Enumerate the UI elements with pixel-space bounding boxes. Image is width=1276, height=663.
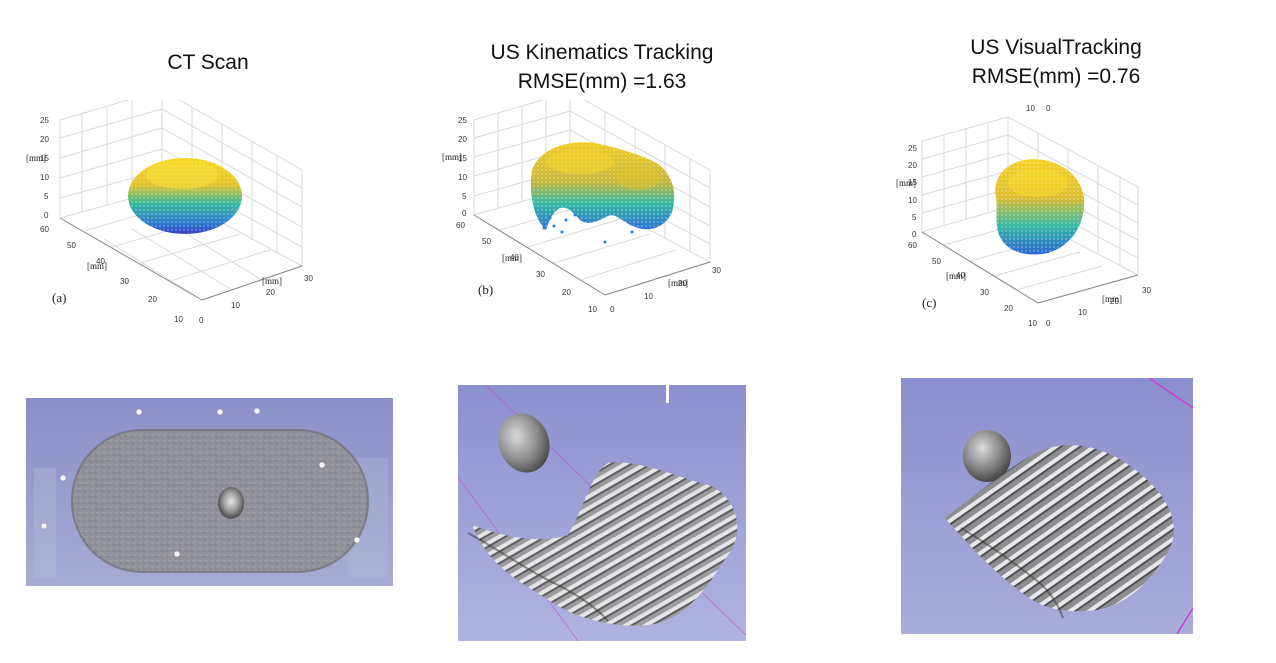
scatter-plot-c: 10 0 25 20 15 10 5 0 [mm] 60 50 40	[888, 97, 1168, 327]
z-axis-label-c: [mm]	[896, 178, 916, 188]
x-tick-c-2: 20	[1110, 297, 1119, 306]
z-tick-a-4: 5	[44, 192, 49, 201]
x-tick-a-1: 10	[231, 301, 240, 310]
y-tick-b-3: 30	[536, 270, 545, 279]
x-axis-label-c: [mm]	[1102, 294, 1122, 304]
panel-c-title-line-2: RMSE(mm) =0.76	[971, 65, 1141, 88]
x-tick-a-0: 0	[199, 316, 204, 325]
y-tick-a-3: 30	[120, 277, 129, 286]
tumor-blob	[963, 430, 1011, 482]
z-tick-a-2: 15	[40, 154, 49, 163]
tumor-sphere	[218, 487, 244, 519]
y-axis-label-a: [mm]	[87, 261, 107, 271]
y-tick-b-4: 20	[562, 288, 571, 297]
y-tick-b-1: 50	[482, 237, 491, 246]
z-axis-label-a: [mm]	[26, 153, 46, 163]
y-tick-a-4: 20	[148, 295, 157, 304]
z-tick-c-2: 15	[908, 178, 917, 187]
y-axis-label-b: [mm]	[502, 253, 522, 263]
top-tick-c-1: 0	[1046, 104, 1051, 113]
y-tick-b-0: 60	[456, 221, 465, 230]
z-tick-a-0: 25	[40, 116, 49, 125]
scatter-plot-a: 25 20 15 10 5 0 [mm] 60 50 40 30 20 10 […	[22, 100, 322, 340]
z-tick-a-5: 0	[44, 211, 49, 220]
z-tick-b-3: 10	[458, 173, 467, 182]
x-tick-c-0: 0	[1046, 319, 1051, 327]
panel-c-title-line-1: US VisualTracking	[970, 36, 1142, 59]
y-tick-b-5: 10	[588, 305, 597, 314]
y-tick-c-2: 40	[956, 271, 965, 280]
tumor-blob	[498, 413, 550, 473]
y-tick-c-1: 50	[932, 257, 941, 266]
panel-c-title: US VisualTracking RMSE(mm) =0.76	[906, 33, 1206, 91]
z-tick-c-4: 5	[912, 213, 917, 222]
z-tick-b-2: 15	[458, 154, 467, 163]
us-kinematics-render	[458, 385, 746, 641]
x-tick-b-2: 20	[678, 279, 687, 288]
z-tick-c-0: 25	[908, 144, 917, 153]
us-visualtracking-render	[901, 378, 1193, 634]
x-tick-c-1: 10	[1078, 308, 1087, 317]
y-tick-c-5: 10	[1028, 319, 1037, 327]
z-tick-c-5: 0	[912, 230, 917, 239]
y-tick-b-2: 40	[510, 253, 519, 262]
y-tick-c-0: 60	[908, 241, 917, 250]
x-tick-a-3: 30	[304, 274, 313, 283]
y-axis-label-c: [mm]	[946, 271, 966, 281]
x-tick-b-3: 30	[712, 266, 721, 275]
z-tick-b-1: 20	[458, 135, 467, 144]
z-tick-b-5: 0	[462, 209, 467, 218]
panel-b-title-line-2: RMSE(mm) =1.63	[517, 70, 687, 93]
y-tick-c-4: 20	[1004, 304, 1013, 313]
top-tick-c-0: 10	[1026, 104, 1035, 113]
x-tick-a-2: 20	[266, 288, 275, 297]
panel-label-c: (c)	[922, 295, 936, 310]
panel-b-title-line-1: US Kinematics Tracking	[490, 41, 714, 64]
x-tick-b-1: 10	[644, 292, 653, 301]
x-tick-b-0: 0	[610, 305, 615, 314]
y-tick-a-1: 50	[67, 241, 76, 250]
panel-label-b: (b)	[478, 282, 493, 297]
y-tick-a-0: 60	[40, 225, 49, 234]
z-axis-label-b: [mm]	[442, 152, 462, 162]
panel-a-title-line-1: CT Scan	[167, 51, 249, 74]
x-tick-c-3: 30	[1142, 286, 1151, 295]
x-axis-label-a: [mm]	[262, 276, 282, 286]
panel-label-a: (a)	[52, 290, 66, 305]
y-tick-c-3: 30	[980, 288, 989, 297]
z-tick-c-3: 10	[908, 196, 917, 205]
rib-surface	[945, 445, 1174, 612]
y-tick-a-2: 40	[96, 257, 105, 266]
z-tick-a-3: 10	[40, 173, 49, 182]
z-tick-b-0: 25	[458, 116, 467, 125]
rib-surface	[472, 462, 738, 626]
z-tick-b-4: 5	[462, 192, 467, 201]
scatter-plot-b: 25 20 15 10 5 0 [mm] 60 50 40 30 20 10 […	[440, 100, 740, 330]
z-tick-c-1: 20	[908, 161, 917, 170]
y-tick-a-5: 10	[174, 315, 183, 324]
z-tick-a-1: 20	[40, 135, 49, 144]
panel-a-title: CT Scan	[108, 48, 308, 77]
ct-phantom-render	[26, 398, 393, 586]
x-axis-label-b: [mm]	[668, 278, 688, 288]
panel-b-title: US Kinematics Tracking RMSE(mm) =1.63	[452, 38, 752, 96]
